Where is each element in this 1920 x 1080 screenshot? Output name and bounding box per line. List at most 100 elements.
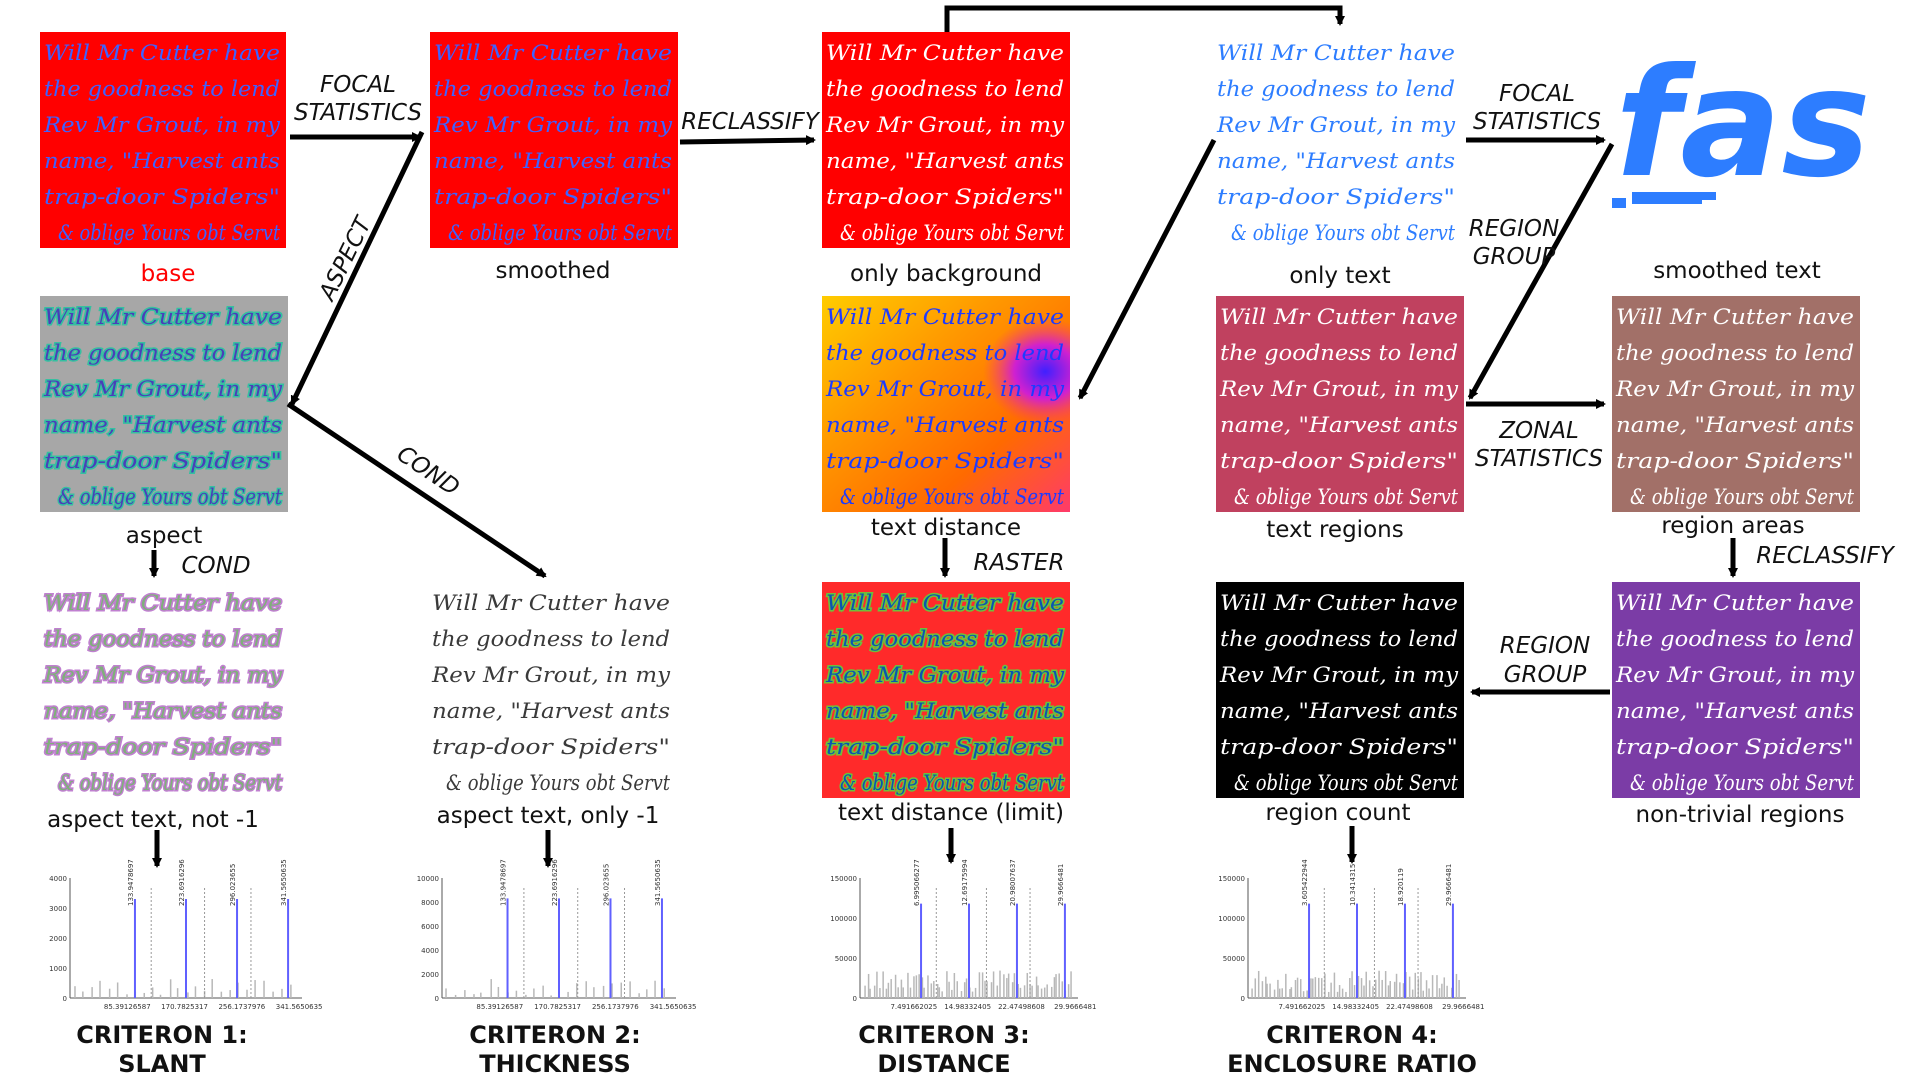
text-distance-limit-image-bg [822,582,1070,798]
handwriting-line: the goodness to lend [44,341,282,365]
handwriting-line: name, "Harvest ants [826,413,1064,437]
handwriting-line: Rev Mr Grout, in my [43,663,283,687]
handwriting-line: name, "Harvest ants [1616,699,1854,723]
non-trivial-regions-image-bg [1612,582,1860,798]
handwriting-line: the goodness to lend [826,627,1064,651]
handwriting-line: trap-door Spiders" [826,449,1064,473]
only-text-handwriting: Will Mr Cutter have the goodness to lend R… [1216,41,1456,245]
handwriting-line: & oblige Yours obt Servt [58,485,282,509]
histogram-2: 10000 8000 6000 4000 2000 0 85.39126587 170.782… [410,859,696,1016]
handwriting-line: & oblige Yours obt Servt [448,221,672,245]
histogram-y-tick: 0 [435,995,439,1003]
handwriting-line: Rev Mr Grout, in my [431,663,671,687]
histogram-y-tick: 10000 [417,875,439,883]
handwriting-line: & oblige Yours obt Servt [1630,485,1854,509]
smoothed-label: smoothed [496,258,611,284]
handwriting-line: Rev Mr Grout, in my [1219,663,1459,687]
histogram-y-tick: 100000 [830,915,857,923]
histogram-y-tick: 4000 [49,875,67,883]
histogram-y-tick: 1000 [49,965,67,973]
histogram-x-tick: 85.39126587 [104,1003,151,1011]
handwriting-line: the goodness to lend [1616,627,1854,651]
aspect-image-bg [40,296,288,512]
histogram-peak-label: 12.69175994 [961,859,969,906]
handwriting-line: name, "Harvest ants [1220,413,1458,437]
handwriting-line: Will Mr Cutter have [826,41,1064,65]
handwriting-line: the goodness to lend [44,77,280,101]
op-raster: RASTER [974,550,1065,576]
handwriting-line: name, "Harvest ants [44,699,282,723]
histogram-peak-label: 341.5650635 [280,859,288,906]
handwriting-line: & oblige Yours obt Servt [446,771,670,795]
aspect-text-not-handwriting: Will Mr Cutter have the goodness to lend R… [41,590,284,797]
smoothed-image-bg [430,32,678,248]
region-count-image: Will Mr Cutter have the goodness to lend R… [1216,582,1464,798]
aspect-text-only-image-bg [428,582,676,798]
handwriting-line: Rev Mr Grout, in my [1216,113,1456,137]
histogram-x-tick: 341.5650635 [650,1003,697,1011]
handwriting-line: Rev Mr Grout, in my [1615,663,1855,687]
handwriting-line: the goodness to lend [1220,627,1458,651]
smoothed-text-image: fas [1612,32,1871,248]
op-cond-1: COND [181,553,250,579]
only-text-image: Will Mr Cutter have the goodness to lend R… [1213,32,1461,248]
handwriting-line: & oblige Yours obt Servt [58,221,280,245]
histogram-peak-label: 10.3414315 [1349,864,1357,906]
histogram-x-tick: 7.491662025 [1278,1003,1325,1011]
smoothed-text-fragment: fas [1615,37,1871,211]
histogram-peak-label: 133.9478697 [127,859,135,906]
op-focal-2b: STATISTICS [1473,109,1601,135]
handwriting-line: Will Mr Cutter have [1616,305,1854,329]
base-label: base [141,261,196,287]
histogram-peak-label: 223.6916296 [551,859,559,906]
handwriting-line: Will Mr Cutter have [1220,305,1458,329]
histogram-x-tick: 256.1737976 [592,1003,639,1011]
op-focal-1a: FOCAL [320,72,396,98]
histogram-3: 150000 100000 50000 0 7.491662025 14.98332405… [812,859,1096,1016]
handwriting-line: name, "Harvest ants [1217,149,1455,173]
criterion-4-name: ENCLOSURE RATIO [1227,1050,1477,1078]
histogram-y-tick: 150000 [830,875,857,883]
aspect-text-not-image-bg [40,582,288,798]
only-background-image: Will Mr Cutter have the goodness to lend R… [822,32,1070,248]
histogram-x-tick: 22.47498608 [998,1003,1045,1011]
histogram-x-tick: 29.9666481 [1054,1003,1096,1011]
text-distance-image: Will Mr Cutter have the goodness to lend R… [822,296,1070,512]
histogram-peak-label: 296.023655 [602,864,610,906]
histogram-4: 150000 100000 50000 0 7.491662025 14.98332405… [1200,859,1484,1016]
histogram-x-tick: 29.9666481 [1442,1003,1484,1011]
handwriting-line: Will Mr Cutter have [1616,591,1854,615]
handwriting-line: & oblige Yours obt Servt [840,771,1064,795]
histogram-frame [812,868,1084,1016]
text-distance-limit-image: Will Mr Cutter have the goodness to lend R… [822,582,1070,798]
op-region-group-1a: REGION [1469,216,1559,242]
handwriting-line: Will Mr Cutter have [44,591,282,615]
handwriting-line: trap-door Spiders" [826,185,1064,209]
text-regions-image-bg [1216,296,1464,512]
handwriting-line: Will Mr Cutter have [826,591,1064,615]
op-reclassify-1: RECLASSIFY [681,109,821,135]
handwriting-line: Will Mr Cutter have [826,305,1064,329]
histogram-y-tick: 8000 [421,899,439,907]
handwriting-line: the goodness to lend [1220,341,1458,365]
handwriting-line: Rev Mr Grout, in my [825,377,1065,401]
text-distance-hotspot [822,296,1070,512]
histogram-peak-label: 223.6916296 [178,859,186,906]
smoothed-text-image-bg [1612,32,1860,248]
histogram-x-tick: 170.7825317 [534,1003,581,1011]
only-background-label: only background [850,261,1042,287]
handwriting-line: the goodness to lend [826,341,1064,365]
histogram-peak-label: 133.9478697 [500,859,508,906]
handwriting-line: & oblige Yours obt Servt [1231,221,1455,245]
aspect-text-only-image: Will Mr Cutter have the goodness to lend R… [428,582,676,798]
histogram-y-tick: 4000 [421,947,439,955]
aspect-text-only-label: aspect text, only -1 [437,803,660,829]
handwriting-line: Will Mr Cutter have [44,305,282,329]
handwriting-line: Rev Mr Grout, in my [433,113,673,137]
histogram-y-tick: 2000 [421,971,439,979]
handwriting-line: Rev Mr Grout, in my [43,377,283,401]
histogram-peak-label: 341.5650635 [654,859,662,906]
histogram-x-tick: 256.1737976 [218,1003,265,1011]
handwriting-line: & oblige Yours obt Servt [1234,485,1458,509]
